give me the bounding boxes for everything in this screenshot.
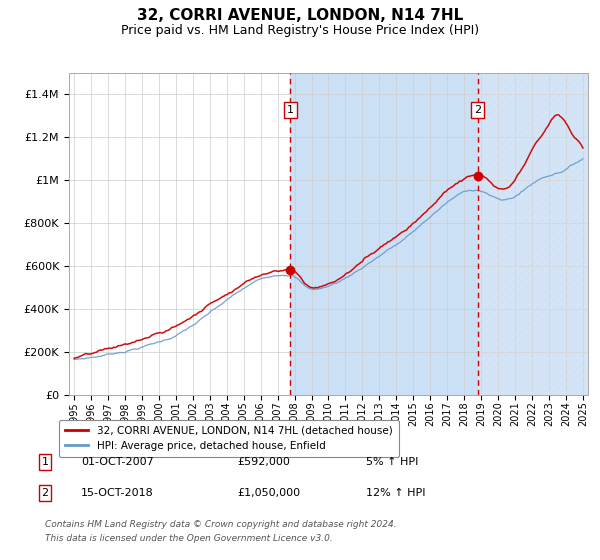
- Text: 5% ↑ HPI: 5% ↑ HPI: [366, 457, 418, 467]
- Text: 15-OCT-2018: 15-OCT-2018: [81, 488, 154, 498]
- Text: £592,000: £592,000: [237, 457, 290, 467]
- Text: 1: 1: [41, 457, 49, 467]
- Text: Price paid vs. HM Land Registry's House Price Index (HPI): Price paid vs. HM Land Registry's House …: [121, 24, 479, 36]
- Text: £1,050,000: £1,050,000: [237, 488, 300, 498]
- Text: Contains HM Land Registry data © Crown copyright and database right 2024.: Contains HM Land Registry data © Crown c…: [45, 520, 397, 529]
- Text: 2: 2: [474, 105, 481, 115]
- Legend: 32, CORRI AVENUE, LONDON, N14 7HL (detached house), HPI: Average price, detached: 32, CORRI AVENUE, LONDON, N14 7HL (detac…: [59, 419, 399, 458]
- Bar: [478, 73, 592, 395]
- Text: 01-OCT-2007: 01-OCT-2007: [81, 457, 154, 467]
- Bar: [290, 73, 592, 395]
- Text: 32, CORRI AVENUE, LONDON, N14 7HL: 32, CORRI AVENUE, LONDON, N14 7HL: [137, 8, 463, 24]
- Text: 1: 1: [287, 105, 294, 115]
- Text: 12% ↑ HPI: 12% ↑ HPI: [366, 488, 425, 498]
- Text: 2: 2: [41, 488, 49, 498]
- Text: This data is licensed under the Open Government Licence v3.0.: This data is licensed under the Open Gov…: [45, 534, 333, 543]
